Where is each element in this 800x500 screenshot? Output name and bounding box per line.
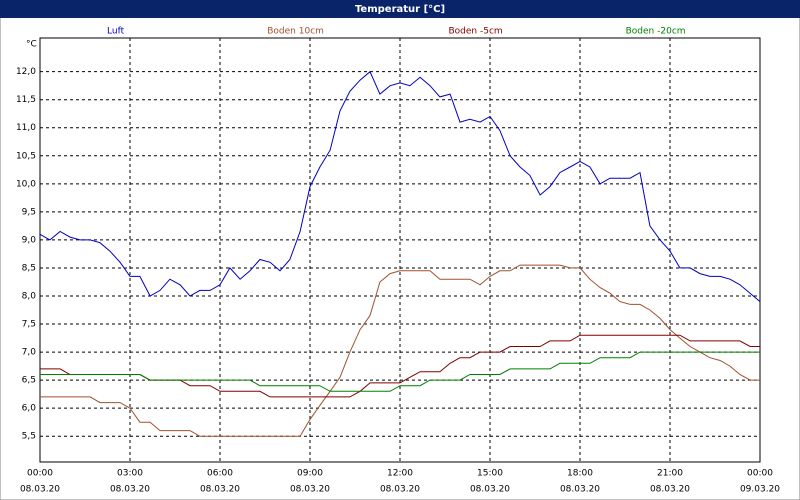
y-tick-label: 7,0: [22, 348, 37, 358]
x-tick-date: 08.03.20: [560, 485, 600, 495]
series-line: [40, 351, 760, 392]
x-tick-date: 08.03.20: [380, 485, 420, 495]
series-line: [39, 70, 761, 302]
y-tick-label: 10,0: [16, 179, 36, 189]
plot-frame: [39, 37, 761, 463]
x-tick-date: 09.03.20: [740, 485, 780, 495]
y-unit: °C: [26, 40, 37, 50]
x-tick-label: 12:00: [387, 469, 413, 479]
legend-entry: Boden -20cm: [626, 27, 686, 37]
x-tick-label: 15:00: [477, 469, 503, 479]
y-tick-label: 6,5: [22, 376, 36, 386]
x-tick-date: 08.03.20: [650, 485, 690, 495]
title-bar: [0, 0, 800, 18]
y-tick-label: 9,0: [22, 235, 37, 245]
x-tick-date: 08.03.20: [290, 485, 330, 495]
series-line: [40, 264, 760, 437]
x-tick-label: 03:00: [117, 469, 143, 479]
y-tick-label: 12,0: [16, 67, 36, 77]
y-tick-label: 11,0: [16, 123, 36, 133]
y-tick-label: 11,5: [16, 95, 36, 105]
y-tick-label: 8,0: [22, 291, 37, 301]
x-tick-label: 00:00: [27, 469, 53, 479]
legend-entry: Boden -5cm: [449, 27, 503, 37]
x-tick-label: 00:00: [747, 469, 773, 479]
x-tick-date: 08.03.20: [200, 485, 240, 495]
y-tick-label: 5,5: [22, 432, 36, 442]
legend-entry: Boden 10cm: [267, 27, 324, 37]
chart-title: Temperatur [°C]: [355, 4, 445, 15]
x-tick-label: 06:00: [207, 469, 233, 479]
x-tick-label: 09:00: [297, 469, 323, 479]
y-tick-label: 6,0: [22, 404, 37, 414]
y-tick-label: 7,5: [22, 320, 36, 330]
x-tick-date: 08.03.20: [110, 485, 150, 495]
legend-entry: Luft: [107, 27, 125, 37]
y-tick-label: 8,5: [22, 263, 36, 273]
y-tick-label: 10,5: [16, 151, 36, 161]
y-tick-label: 9,5: [22, 207, 36, 217]
x-tick-label: 21:00: [657, 469, 683, 479]
x-tick-date: 08.03.20: [470, 485, 510, 495]
x-tick-label: 18:00: [567, 469, 593, 479]
x-tick-date: 08.03.20: [20, 485, 60, 495]
